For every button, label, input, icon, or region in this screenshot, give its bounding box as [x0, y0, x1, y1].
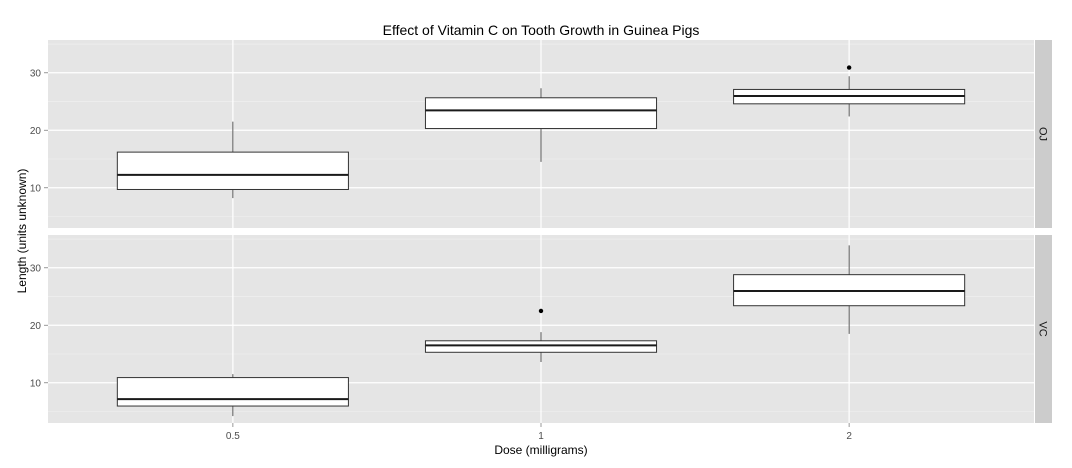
y-tick-label: 30	[30, 68, 42, 79]
outlier-point	[538, 308, 544, 314]
y-tick-label: 30	[30, 263, 42, 274]
y-tick-label: 10	[30, 378, 42, 389]
x-axis-title: Dose (milligrams)	[494, 443, 587, 457]
outlier-point	[846, 65, 852, 70]
y-tick-label: 20	[30, 321, 42, 332]
y-tick-label: 20	[30, 126, 42, 137]
x-tick-label: 1	[538, 431, 544, 442]
box-0.5	[116, 151, 349, 190]
panel-vc: 10 20 30 VC	[30, 235, 1052, 423]
box-1	[424, 97, 658, 130]
strip-label: VC	[1037, 321, 1049, 336]
box-1	[424, 340, 658, 353]
box-0.5	[116, 377, 349, 407]
strip-label: OJ	[1037, 127, 1049, 141]
chart-title: Effect of Vitamin C on Tooth Growth in G…	[383, 22, 700, 38]
y-axis-title: Length (units unknown)	[15, 169, 29, 294]
x-tick-label: 0.5	[226, 431, 240, 442]
strip-background	[1035, 40, 1052, 228]
panel-oj: 10 20 30 OJ	[30, 40, 1052, 228]
y-tick-label: 10	[30, 183, 42, 194]
x-tick-label: 2	[846, 431, 852, 442]
strip-background	[1035, 235, 1052, 423]
